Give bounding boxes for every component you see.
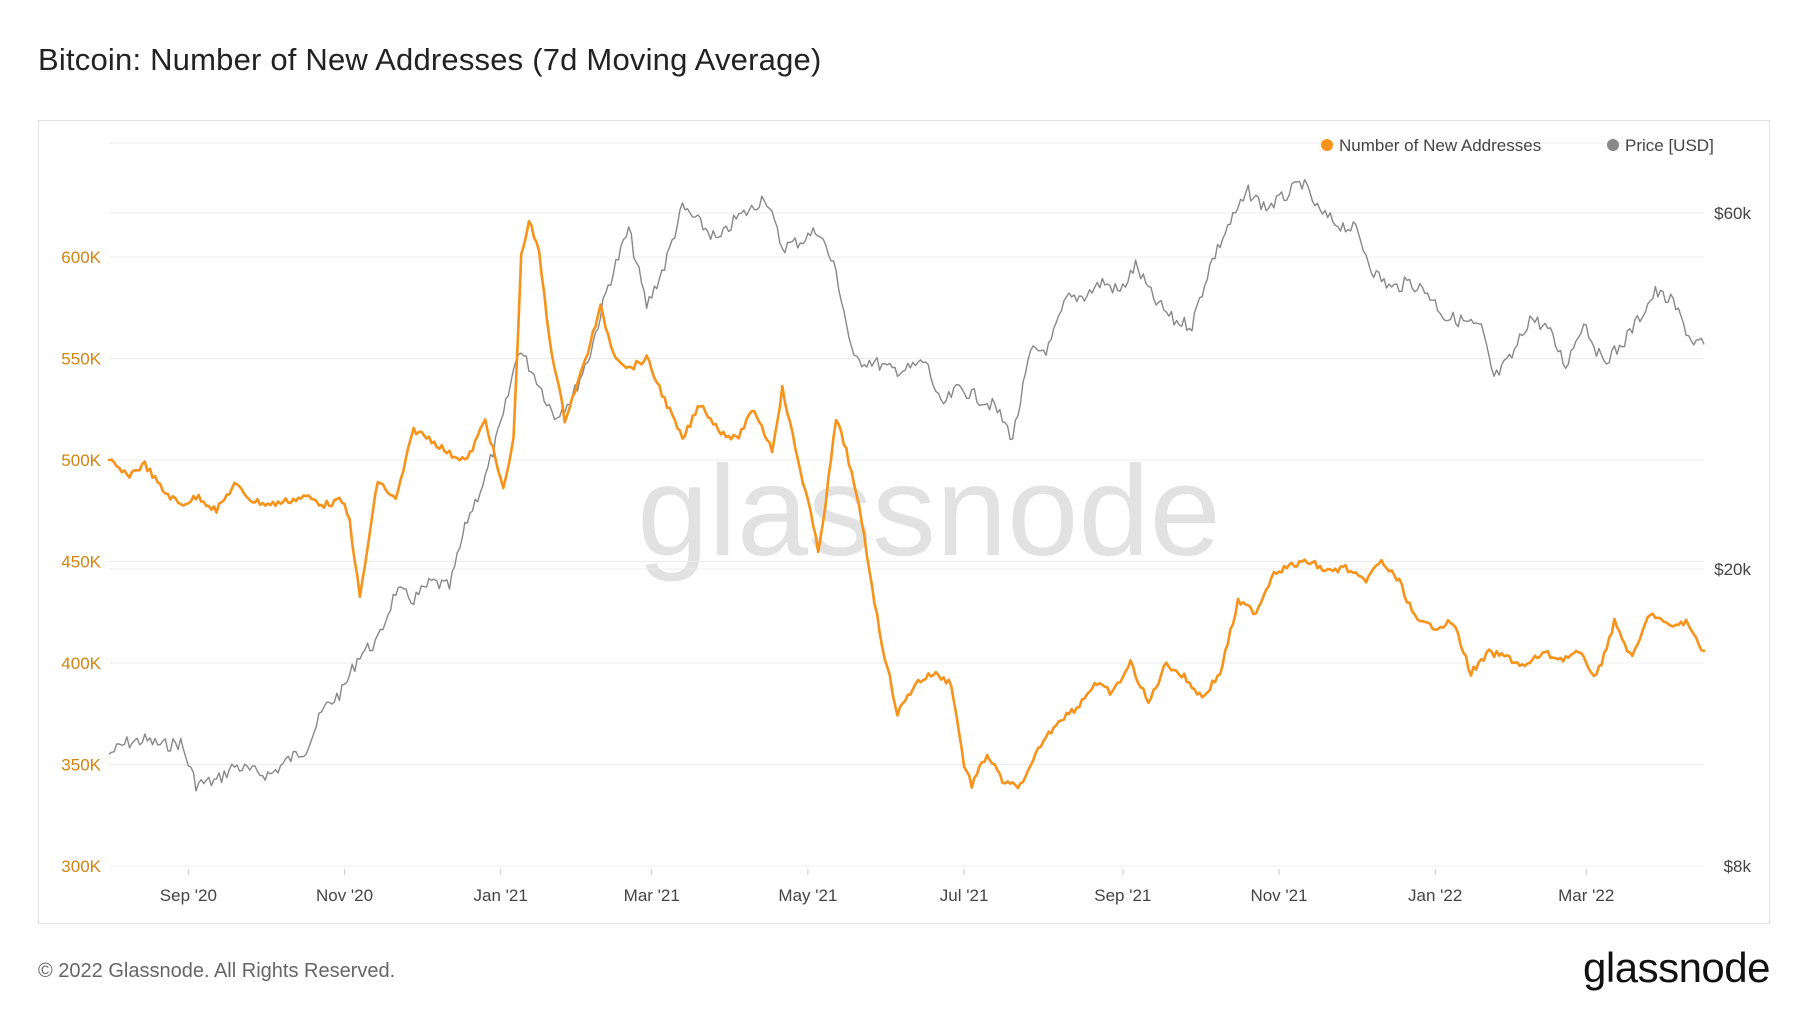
legend-dot-addresses — [1321, 139, 1333, 151]
chart-title: Bitcoin: Number of New Addresses (7d Mov… — [38, 42, 822, 77]
x-tick-label: Jul '21 — [940, 886, 989, 905]
legend-dot-price — [1607, 139, 1619, 151]
x-tick-label: Sep '21 — [1094, 886, 1151, 905]
chart-frame: glassnode 300K 350K 400K 450K 500K 550K 600K $… — [38, 120, 1770, 924]
legend-label-price: Price [USD] — [1625, 136, 1714, 155]
left-axis-ticks: 300K 350K 400K 450K 500K 550K 600K — [61, 248, 101, 876]
x-tick-label: May '21 — [778, 886, 837, 905]
footer-copyright: © 2022 Glassnode. All Rights Reserved. — [38, 960, 396, 982]
right-tick-label: $20k — [1714, 560, 1751, 579]
left-tick-label: 450K — [61, 553, 101, 572]
right-tick-label: $8k — [1724, 857, 1752, 876]
x-tick-label: Nov '21 — [1250, 886, 1307, 905]
x-tick-label: Jan '22 — [1408, 886, 1462, 905]
legend: Number of New Addresses Price [USD] — [1321, 136, 1714, 155]
x-tick-label: Mar '22 — [1558, 886, 1614, 905]
chart-svg: glassnode 300K 350K 400K 450K 500K 550K 600K $… — [61, 136, 1751, 905]
x-tick-label: Sep '20 — [160, 886, 217, 905]
glassnode-logo[interactable]: glassnode — [1583, 944, 1770, 991]
legend-label-addresses: Number of New Addresses — [1339, 136, 1541, 155]
price-layer — [108, 179, 1705, 792]
grid-lines — [109, 142, 1704, 867]
left-tick-label: 500K — [61, 451, 101, 470]
x-tick-label: Jan '21 — [474, 886, 528, 905]
right-axis-ticks: $8k $20k $60k — [1714, 204, 1751, 876]
legend-item-price[interactable]: Price [USD] — [1607, 136, 1714, 155]
left-tick-label: 350K — [61, 756, 101, 775]
addresses-layer — [107, 219, 1706, 790]
legend-item-addresses[interactable]: Number of New Addresses — [1321, 136, 1541, 155]
x-tick-label: Nov '20 — [316, 886, 373, 905]
left-tick-label: 300K — [61, 857, 101, 876]
left-tick-label: 600K — [61, 248, 101, 267]
left-tick-label: 400K — [61, 654, 101, 673]
right-tick-label: $60k — [1714, 204, 1751, 223]
left-tick-label: 550K — [61, 350, 101, 369]
series-line-price — [108, 179, 1705, 792]
x-tick-label: Mar '21 — [624, 886, 680, 905]
watermark: glassnode — [637, 440, 1221, 583]
series-line-addresses — [107, 219, 1706, 790]
x-axis-ticks: Sep '20 Nov '20 Jan '21 Mar '21 May '21 Jul '… — [160, 869, 1614, 905]
